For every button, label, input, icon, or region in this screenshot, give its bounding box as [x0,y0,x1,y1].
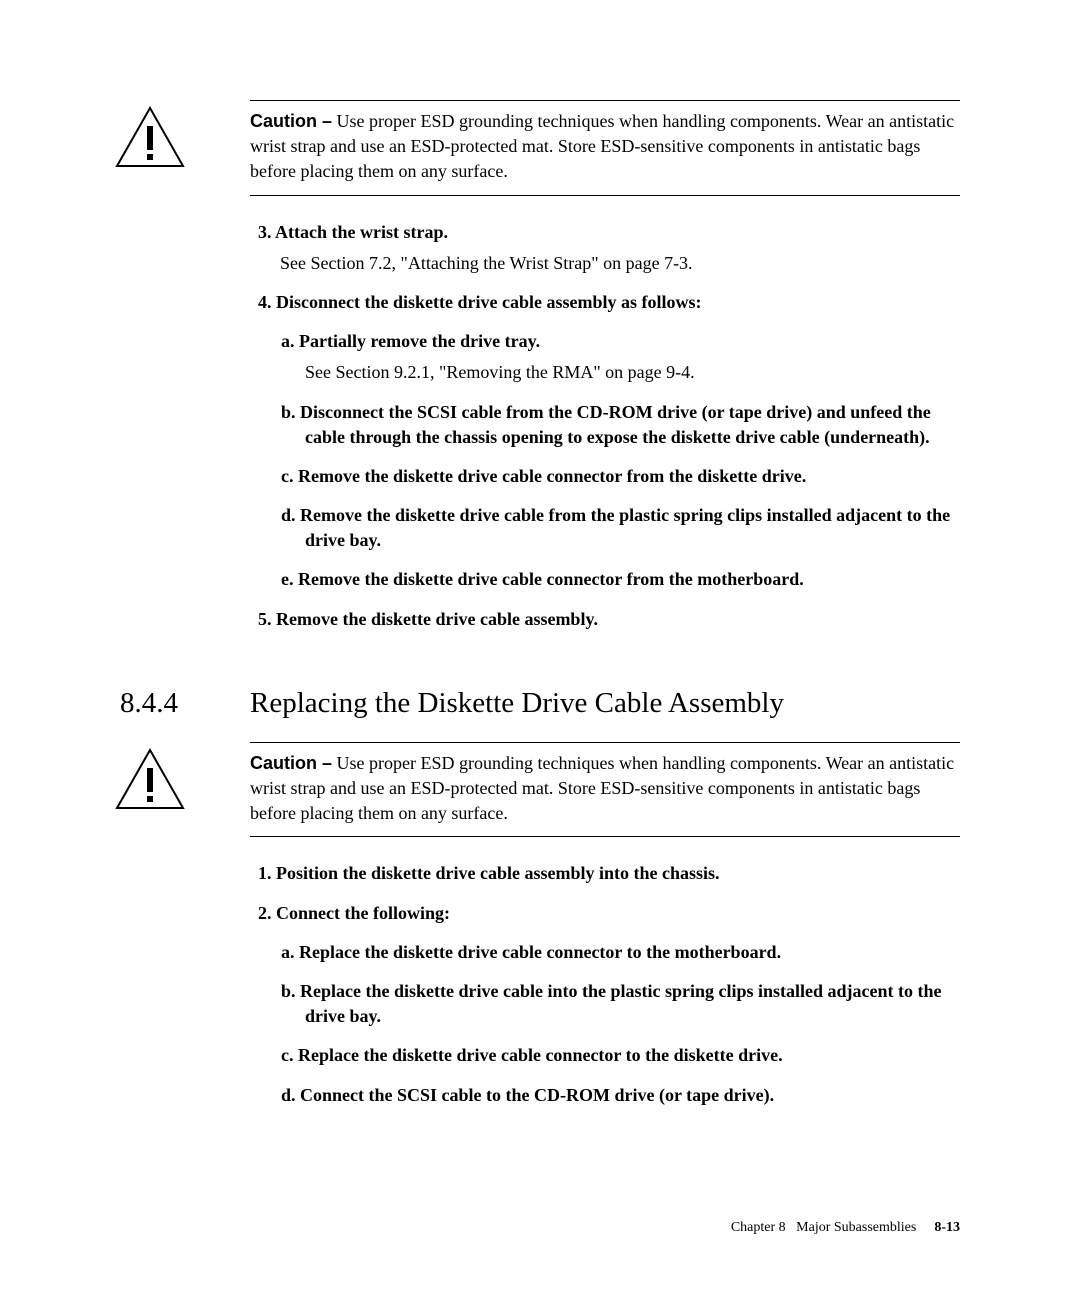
r-step-2a: a. Replace the diskette drive cable conn… [250,940,960,965]
caution-body: Use proper ESD grounding techniques when… [250,753,954,823]
footer-page: 8-13 [934,1220,960,1235]
step-4b: b. Disconnect the SCSI cable from the CD… [250,400,960,450]
caution-label: Caution – [250,753,332,773]
step-3-title: 3. Attach the wrist strap. [250,220,960,245]
r-step-1: 1. Position the diskette drive cable ass… [250,861,960,886]
r-step-2c: c. Replace the diskette drive cable conn… [250,1043,960,1068]
caution-body: Use proper ESD grounding techniques when… [250,111,954,181]
step-4a-body: See Section 9.2.1, "Removing the RMA" on… [250,360,960,385]
step-4e: e. Remove the diskette drive cable conne… [250,567,960,592]
footer-chapter-title: Major Subassemblies [796,1220,916,1235]
section-title: Replacing the Diskette Drive Cable Assem… [250,687,784,720]
r-step-1-title: 1. Position the diskette drive cable ass… [250,861,960,886]
step-4-title: 4. Disconnect the diskette drive cable a… [250,290,960,315]
step-5: 5. Remove the diskette drive cable assem… [250,607,960,632]
r-step-2d: d. Connect the SCSI cable to the CD-ROM … [250,1083,960,1108]
caution-text-1: Caution – Use proper ESD grounding techn… [250,111,954,181]
caution-icon [115,748,185,815]
r-step-2b: b. Replace the diskette drive cable into… [250,979,960,1029]
section-number: 8.4.4 [120,687,250,720]
r-step-2: 2. Connect the following: a. Replace the… [250,901,960,1108]
step-4: 4. Disconnect the diskette drive cable a… [250,290,960,593]
r-step-2-title: 2. Connect the following: [250,901,960,926]
step-3-body: See Section 7.2, "Attaching the Wrist St… [250,251,960,276]
caution-text-2: Caution – Use proper ESD grounding techn… [250,753,954,823]
step-4c: c. Remove the diskette drive cable conne… [250,464,960,489]
step-3: 3. Attach the wrist strap. See Section 7… [250,220,960,276]
caution-block-1: Caution – Use proper ESD grounding techn… [250,100,960,196]
caution-icon [115,106,185,173]
caution-label: Caution – [250,111,332,131]
footer-chapter: Chapter 8 [731,1220,786,1235]
caution-block-2: Caution – Use proper ESD grounding techn… [250,742,960,838]
section-heading: 8.4.4 Replacing the Diskette Drive Cable… [120,687,960,720]
page-footer: Chapter 8 Major Subassemblies 8-13 [731,1220,960,1236]
step-4a: a. Partially remove the drive tray. [250,329,960,354]
step-4d: d. Remove the diskette drive cable from … [250,503,960,553]
step-5-title: 5. Remove the diskette drive cable assem… [250,607,960,632]
